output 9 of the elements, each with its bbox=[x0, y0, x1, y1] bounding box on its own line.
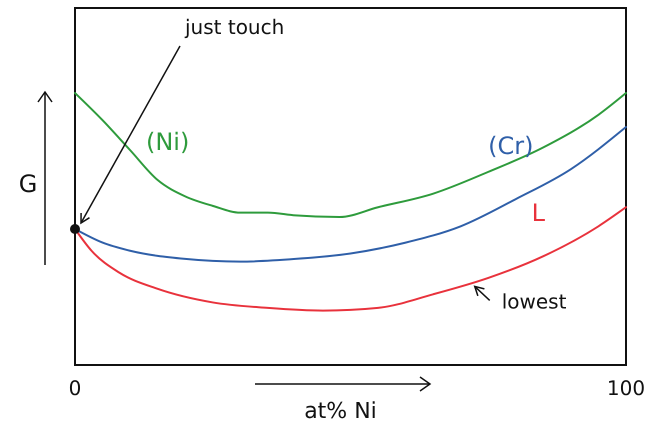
x-tick-label: 100 bbox=[606, 376, 646, 400]
x-axis-title: at% Ni bbox=[304, 399, 377, 424]
series-label: (Ni) bbox=[146, 128, 190, 156]
annotation: just touch bbox=[184, 15, 284, 39]
series-label: (Cr) bbox=[488, 132, 534, 160]
y-axis-title: G bbox=[18, 170, 38, 198]
series-label: L bbox=[532, 199, 546, 228]
annotation: lowest bbox=[502, 289, 567, 314]
x-tick-label: 0 bbox=[68, 376, 82, 400]
